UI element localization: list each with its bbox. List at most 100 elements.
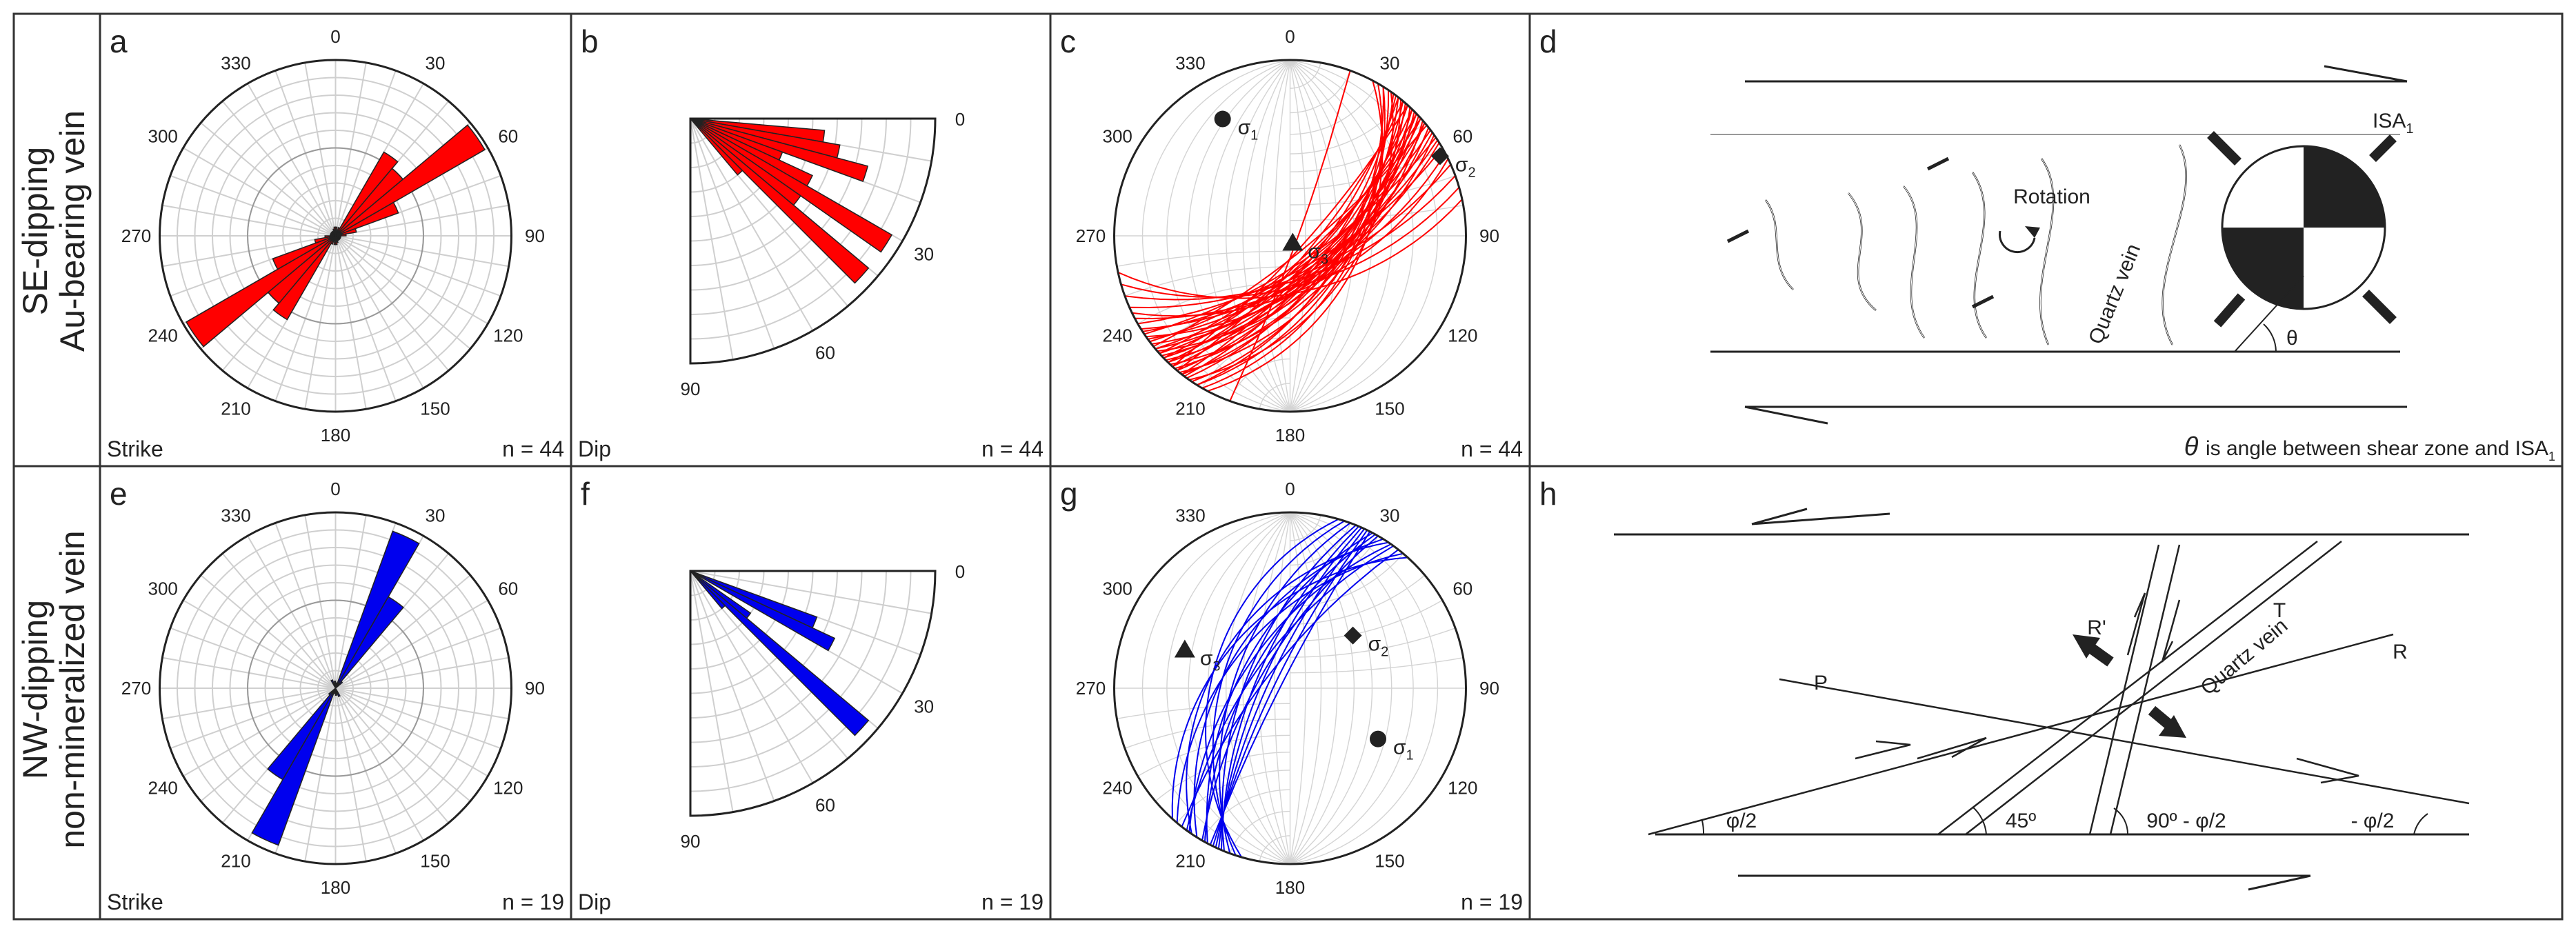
tick-label: 240 xyxy=(1103,778,1132,799)
rose-petal xyxy=(335,235,338,245)
extension-arrow xyxy=(1926,157,1950,171)
tick-label: 270 xyxy=(121,678,151,699)
great-circle-plane xyxy=(1220,525,1359,850)
panel-letter: a xyxy=(110,23,128,59)
tick-label: 300 xyxy=(148,126,178,147)
great-circle-plane xyxy=(1124,175,1456,301)
isa-label: ISA1 xyxy=(2373,110,2413,137)
tick-label: 300 xyxy=(1103,126,1132,147)
tick-label: 60 xyxy=(1452,126,1472,147)
dip-petal xyxy=(690,570,726,610)
great-circle-plane xyxy=(1188,543,1392,833)
angle-arc xyxy=(2413,813,2428,835)
panel-letter: f xyxy=(581,476,590,512)
great-circle-plane xyxy=(1215,528,1366,848)
great-circle-plane xyxy=(1229,70,1351,402)
sigma-label: σ2 xyxy=(1455,153,1476,180)
shear-sense-arrow xyxy=(2161,599,2181,663)
panel-f-dip-rose: f 0 30 60 90 Dip n = 19 xyxy=(578,476,1044,914)
dip-petal xyxy=(690,570,836,652)
label-p: P xyxy=(1814,672,1828,694)
tick-label: 120 xyxy=(1448,325,1477,346)
theta-label: θ xyxy=(2286,327,2298,350)
shear-sense-arrow xyxy=(2296,757,2359,784)
great-circle-plane xyxy=(1201,535,1379,841)
rotation-arrow xyxy=(1999,230,2036,253)
beachball-quadrant xyxy=(2304,146,2385,228)
great-circle-plane xyxy=(1171,556,1408,819)
sigmoid-vein xyxy=(1764,199,1794,290)
sigmoid-vein-core xyxy=(1972,172,1987,339)
tick-label: 90 xyxy=(525,225,545,246)
quad-outline xyxy=(689,117,937,365)
stress-arrow xyxy=(2213,293,2246,328)
sigma-marker xyxy=(1370,730,1386,748)
angle-arc xyxy=(2113,807,2129,835)
tick-label: 150 xyxy=(1375,850,1404,871)
panel-e-strike-rose: e 0 30 60 90 120 150 180 210 240 270 300 330 Strike n … xyxy=(107,476,564,914)
great-circle-plane xyxy=(1212,530,1368,847)
angle-arc xyxy=(1701,820,1705,835)
stress-arrowhead xyxy=(2159,715,2186,738)
panel-frames xyxy=(12,12,2564,921)
sigma-label: σ3 xyxy=(1200,647,1221,674)
great-circle-plane xyxy=(1159,117,1421,354)
quartz-vein-label: Quartz vein xyxy=(2084,241,2145,348)
footer-n: n = 19 xyxy=(502,890,564,914)
rose-half-ring xyxy=(247,599,424,777)
row-label-bottom-line1: NW-dipping xyxy=(16,600,54,779)
rose-petal xyxy=(335,681,343,689)
tick-label: 330 xyxy=(221,505,250,526)
great-circles xyxy=(1117,70,1463,402)
stereonet-outline xyxy=(1113,59,1467,413)
theta-arc xyxy=(2263,323,2277,352)
label-minus-phi: - φ/2 xyxy=(2351,810,2395,832)
great-circle-plane xyxy=(1207,80,1384,392)
panel-letter: h xyxy=(1539,476,1557,512)
quartz-vein-line xyxy=(1965,541,2342,835)
great-circle-plane xyxy=(1144,137,1437,335)
great-circle-plane xyxy=(1206,532,1373,844)
stress-arrowhead xyxy=(2073,634,2100,659)
great-circle-plane xyxy=(1209,531,1371,845)
row-label-bottom-line2: non-mineralized vein xyxy=(53,530,92,848)
label-phi-half: φ/2 xyxy=(1726,810,1757,832)
grid-spoke xyxy=(690,570,814,783)
isa-axis-line xyxy=(2234,275,2304,352)
grid-spoke xyxy=(690,118,775,349)
sigma-label: σ1 xyxy=(1238,117,1259,143)
r-prime-line xyxy=(2088,544,2160,835)
tick-label: 120 xyxy=(493,778,523,799)
tick-label: 300 xyxy=(148,579,178,599)
rose-petal xyxy=(314,235,336,244)
great-circle-plane xyxy=(1157,120,1424,352)
tick-label: 0 xyxy=(330,479,340,499)
rose-petal xyxy=(335,688,338,696)
tick-label: 180 xyxy=(321,877,350,898)
sigmoid-vein-core xyxy=(1848,192,1877,311)
shear-arrow-bottom xyxy=(1738,874,2311,891)
tick-label: 270 xyxy=(1076,678,1106,699)
grid-parallel xyxy=(1117,250,1290,267)
sigma-marker xyxy=(1174,639,1195,658)
dip-petal xyxy=(690,118,893,253)
row-label-bottom: NW-dipping non-mineralized vein xyxy=(16,530,92,848)
tick-label: 60 xyxy=(815,795,835,816)
panel-letter: d xyxy=(1539,23,1557,59)
footer-n: n = 19 xyxy=(1461,890,1523,914)
stereonet-grid xyxy=(1114,512,1466,865)
great-circle-plane xyxy=(1193,538,1384,838)
caption-symbol: θ xyxy=(2184,432,2206,461)
panel-b-dip-rose: b 0 30 60 90 Dip n = 44 xyxy=(578,23,1044,461)
footer-n: n = 44 xyxy=(1461,437,1523,461)
grid-spoke xyxy=(690,570,775,801)
tick-label: 210 xyxy=(1175,398,1205,419)
rotation-arrowhead xyxy=(2025,226,2040,238)
rose-petal xyxy=(333,681,337,689)
rose-petal xyxy=(333,226,337,237)
rose-outline xyxy=(159,511,512,865)
panel-a-strike-rose: a 0 30 60 90 120 150 180 210 240 270 300 330 Strike n … xyxy=(107,23,564,461)
rose-petal xyxy=(335,530,420,689)
shear-sense-arrow xyxy=(1917,736,1987,760)
shear-arrow-bottom xyxy=(1744,405,2407,425)
